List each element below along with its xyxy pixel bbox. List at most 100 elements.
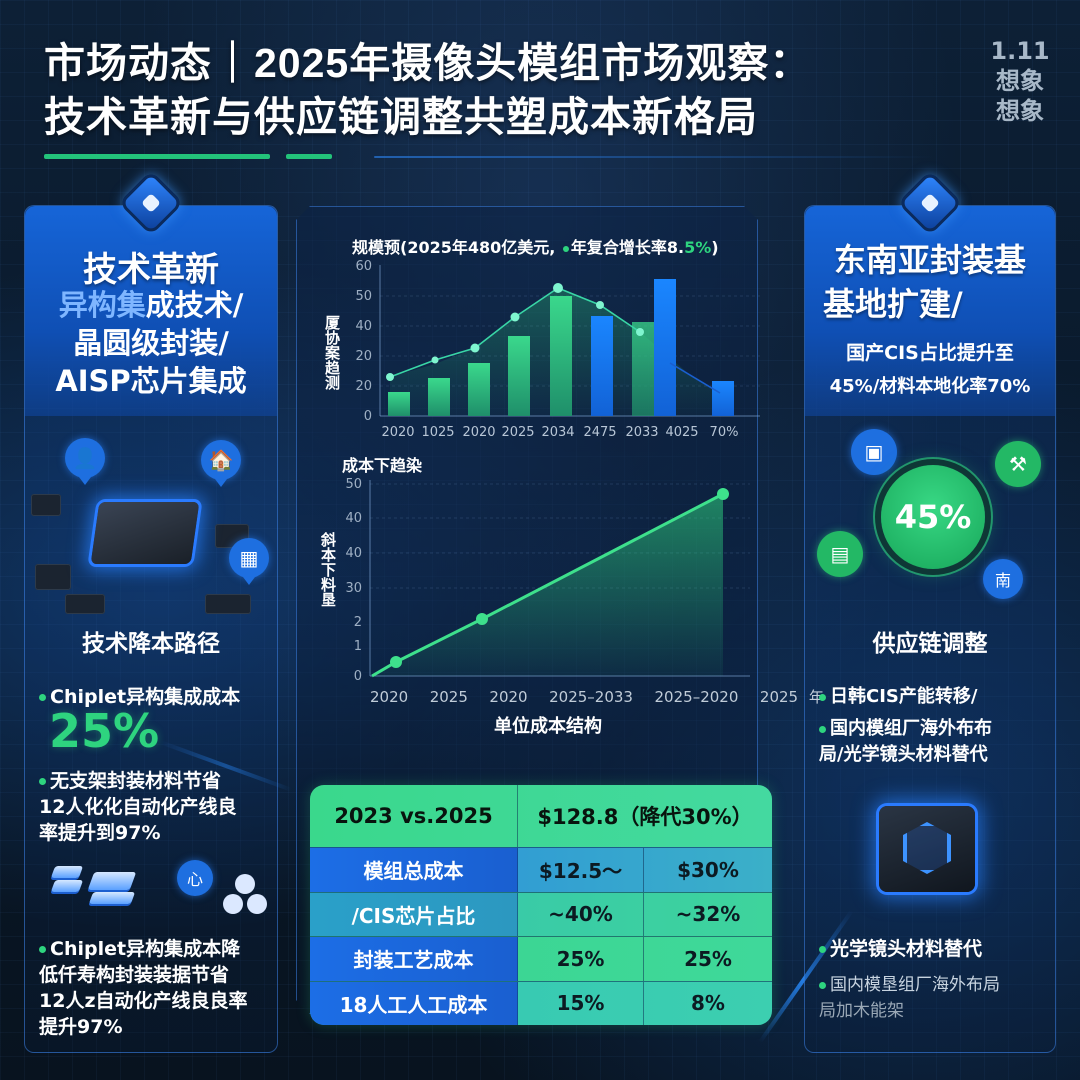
location-pin-icon: 南 — [983, 559, 1023, 599]
svg-text:30: 30 — [345, 581, 362, 596]
layered-chip-icon — [50, 866, 141, 916]
svg-text:0: 0 — [364, 409, 372, 424]
date-badge: 1.11 想象 想象 — [990, 36, 1050, 126]
table-cell-2025: 25% — [684, 946, 732, 971]
cost-comparison-table: 2023 vs.2025 $128.8（降代30%） 模组总成本 $12.5～ … — [310, 785, 772, 1025]
localization-ring-illustration: ▣ ⚒ ▤ 南 45% — [805, 421, 1055, 621]
bullet-dot-icon — [39, 946, 46, 953]
table-cell-label: 18人工人工成本 — [310, 981, 518, 1025]
panel-title: 技术革新 — [83, 250, 219, 290]
svg-text:2025: 2025 — [501, 425, 534, 440]
panel-title: 东南亚封装基 基地扩建/ — [805, 238, 1055, 326]
table-cell-label: 封装工艺成本 — [310, 937, 518, 981]
svg-text:4025: 4025 — [665, 425, 698, 440]
svg-text:2020: 2020 — [381, 425, 414, 440]
chart-title-text: 年复合增长率8. — [570, 238, 685, 257]
bullet-text: 12人z自动化产线良良率 — [39, 990, 248, 1012]
svg-text:1025: 1025 — [421, 425, 454, 440]
panel-header-bg — [805, 206, 1055, 416]
table-cell-2023: ~40% — [518, 892, 644, 936]
localization-percentage-ring: 45% — [881, 465, 985, 569]
subtitle-text: 晶圆级封装/ — [73, 326, 229, 360]
tools-icon: ⚒ — [995, 441, 1041, 487]
optical-chip-illustration — [879, 806, 975, 892]
panel-subtitle: 异构集成技术/ 晶圆级封装/ AISP芯片集成 — [25, 286, 277, 400]
bullet-dot-icon — [819, 981, 826, 989]
table-cell-label: 模组总成本 — [310, 848, 518, 892]
title-underline-accent — [44, 154, 270, 159]
page-title-line-2: 技术革新与供应链调整共塑成本新格局 — [44, 94, 758, 140]
svg-text:1: 1 — [354, 639, 362, 654]
panel-title-line: 东南亚封装基 — [833, 241, 1026, 279]
svg-text:40: 40 — [355, 319, 372, 334]
bullet-text: 局加木能架 — [819, 1001, 904, 1021]
date-text: 1.11 — [990, 37, 1050, 65]
bullet-item: 国内模组厂海外布布 局/光学镜头材料替代 — [819, 716, 1045, 768]
supply-chain-panel: 东南亚封装基 基地扩建/ 国产CIS占比提升至 45%/材料本地化率70% ▣ … — [804, 170, 1056, 1053]
bullet-dot-icon — [39, 694, 46, 701]
chart-title-highlight: 5% — [684, 238, 712, 257]
svg-text:50: 50 — [355, 289, 372, 304]
bullet-text: 率提升到97% — [39, 822, 161, 844]
panel-subtitle: 国产CIS占比提升至 45%/材料本地化率70% — [805, 336, 1055, 404]
svg-text:2020: 2020 — [462, 425, 495, 440]
bullet-text: 国内模组厂海外布布 — [830, 718, 992, 739]
bullet-dot-icon — [819, 946, 826, 953]
bar-chart-title: 规模预(2025年480亿美元, 年复合增长率8.5%) — [352, 234, 719, 258]
bullet-item: 光学镜头材料替代 — [819, 936, 1045, 962]
tech-innovation-panel: 技术革新 异构集成技术/ 晶圆级封装/ AISP芯片集成 👤 🏠 ▦ 技术降本路… — [24, 170, 278, 1053]
bullet-item: 国内模垦组厂海外布局 局加木能架 — [819, 972, 1045, 1024]
svg-text:2033: 2033 — [625, 425, 658, 440]
hexagon-cluster-icon — [221, 874, 271, 916]
svg-text:2034: 2034 — [541, 425, 574, 440]
hexagon-cube-icon — [903, 822, 951, 874]
svg-text:60: 60 — [355, 259, 372, 274]
hex-shape — [247, 894, 267, 914]
bullet-text: 无支架封装材料节省 — [50, 770, 222, 792]
subtitle-text: 45%/材料本地化率70% — [829, 376, 1031, 397]
bullet-dot-icon — [819, 693, 826, 701]
chart-title-text: ) — [711, 238, 719, 257]
bullet-text: Chiplet异构集成成本 — [50, 686, 241, 708]
page-title-line-1: 市场动态｜2025年摄像头模组市场观察： — [44, 40, 812, 86]
layer-shape — [87, 872, 137, 890]
bullet-text: 提升97% — [39, 1016, 123, 1038]
bullet-text: 光学镜头材料替代 — [830, 938, 983, 960]
engineer-icon: 👤 — [65, 438, 105, 478]
svg-text:2: 2 — [354, 615, 362, 630]
bullet-text: 低仟寿构封装装据节省 — [39, 964, 230, 986]
legend-dot-icon — [562, 245, 569, 252]
line-chart-ylabel: 斜本下料垦 — [319, 531, 337, 607]
svg-text:20: 20 — [355, 379, 372, 394]
pcb-component — [31, 494, 61, 516]
table-cell-2025: 8% — [691, 991, 725, 1016]
panel-header-bg — [25, 206, 277, 416]
hex-shape — [235, 874, 255, 894]
bullet-text: 12人化化自动化产线良 — [39, 796, 237, 818]
svg-text:50: 50 — [345, 477, 362, 492]
monitor-icon: ▣ — [851, 429, 897, 475]
table-cell-2025: ~32% — [675, 902, 741, 927]
highlight-percentage: 25% — [49, 704, 160, 758]
section-title: 供应链调整 — [872, 631, 988, 657]
pcb-component — [205, 594, 251, 614]
hex-shape — [223, 894, 243, 914]
layer-shape — [50, 880, 84, 892]
badge-text: 想象 — [996, 67, 1044, 95]
bullet-text: Chiplet异构集成本降 — [50, 938, 241, 960]
bullet-item: Chiplet异构集成成本 — [39, 684, 267, 710]
bar-chart-ylabel: 厦协案趋测 — [323, 315, 341, 391]
svg-text:40: 40 — [345, 546, 362, 561]
clipboard-icon: ▤ — [817, 531, 863, 577]
table-header-cell: $128.8（降代30%） — [537, 805, 753, 829]
table-cell-2023: 25% — [518, 937, 644, 981]
line-chart-title: 成本下趋染 — [342, 456, 423, 475]
table-row: 模组总成本 $12.5～ $30% — [310, 847, 772, 892]
x-unit: 年 — [809, 688, 824, 706]
bullet-item: Chiplet异构集成本降 低仟寿构封装装据节省 12人z自动化产线良良率 提升… — [39, 936, 267, 1040]
line-chart: 50 40 40 30 2 1 0 斜本下料垦 — [319, 477, 750, 680]
heart-circle-icon: 心 — [177, 860, 213, 896]
bullet-dot-icon — [39, 778, 46, 785]
bullet-item: 日韩CIS产能转移/ — [819, 684, 1045, 710]
